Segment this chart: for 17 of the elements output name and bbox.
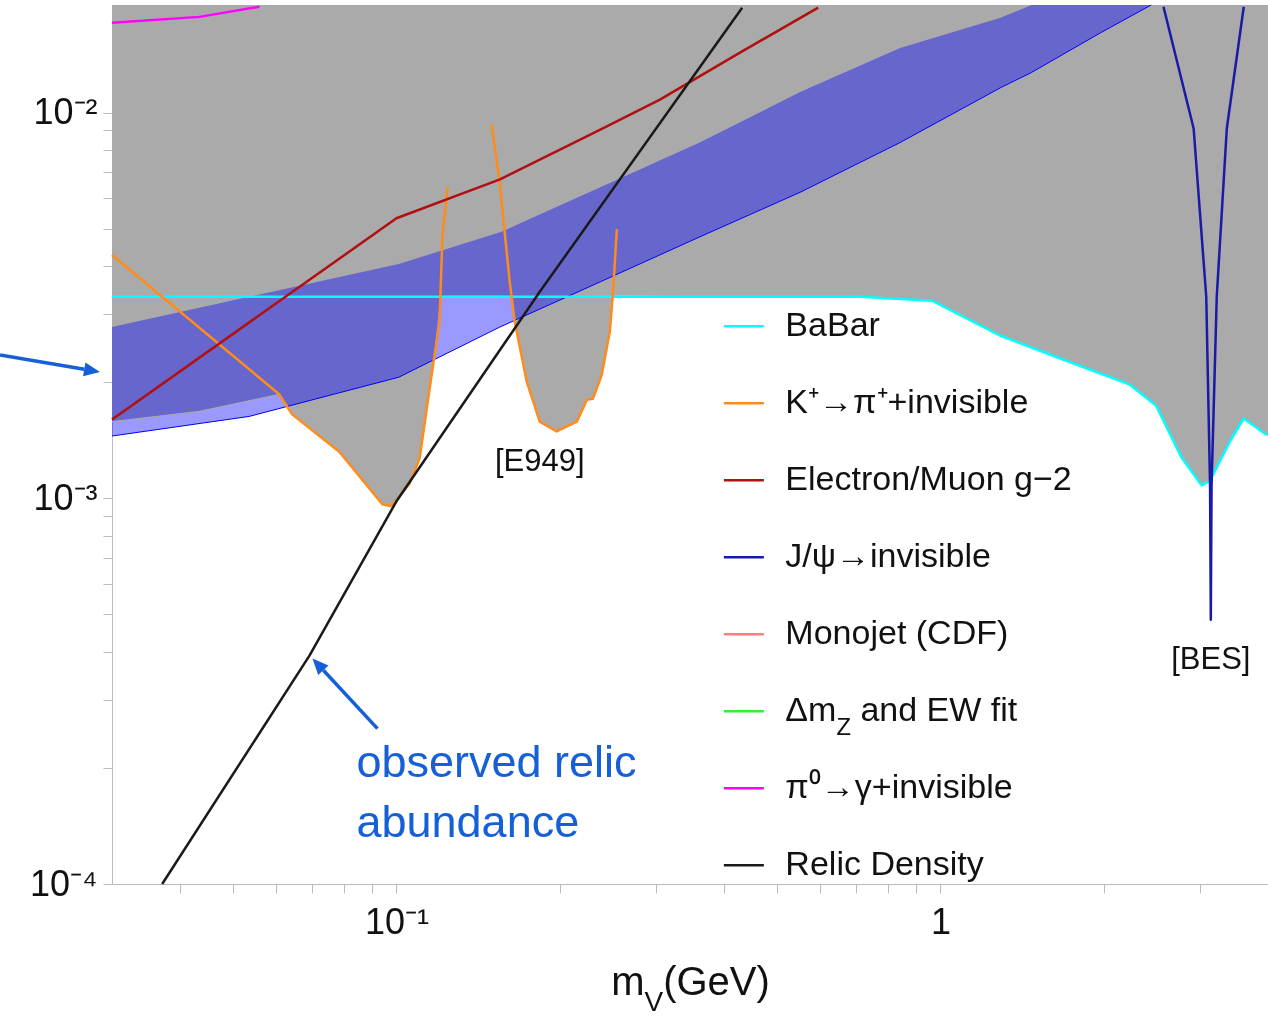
legend-label: K⁺→π⁺+invisible xyxy=(785,382,1029,421)
legend-label: Monojet (CDF) xyxy=(785,613,1009,652)
legend-label: π⁰→γ+invisible xyxy=(785,767,1013,806)
y-tick-label: 10⁻⁴ xyxy=(29,862,98,904)
y-tick-label: 10⁻² xyxy=(33,91,98,133)
legend-label: Electron/Muon g−2 xyxy=(785,459,1072,498)
annotation: [BES] xyxy=(1171,640,1251,676)
legend-label: Relic Density xyxy=(785,844,984,883)
x-tick-label: 1 xyxy=(930,900,951,942)
x-axis-title: m$_{V}$(GeV) xyxy=(611,958,770,1016)
legend-label: Δm$_{Z}$ and EW fit xyxy=(785,690,1018,740)
y-tick-label: 10⁻³ xyxy=(33,476,98,518)
annotation: observed relic abundance xyxy=(356,735,637,847)
legend-label: J/ψ→invisible xyxy=(785,536,992,575)
legend-label: BaBar xyxy=(785,305,880,344)
x-tick-label: 10⁻¹ xyxy=(364,900,429,942)
annotation: [E949] xyxy=(494,442,585,478)
